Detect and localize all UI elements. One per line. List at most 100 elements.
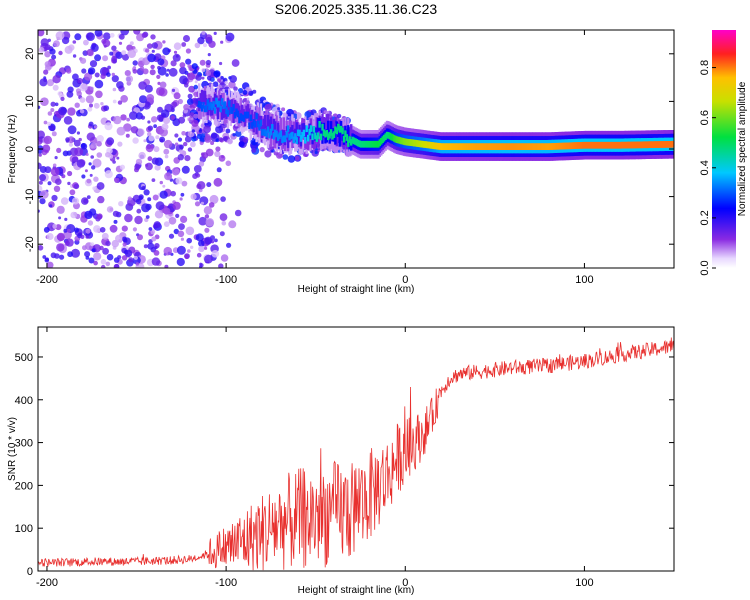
spectrogram-scatter-cell (198, 129, 203, 133)
spectrogram-ridge-cell (411, 139, 414, 147)
spectrogram-noise-cell (124, 70, 131, 77)
spectrogram-noise-cell (57, 233, 65, 242)
spectrogram-ridge-cell (231, 99, 234, 113)
spectrogram-ridge-cell (272, 118, 275, 132)
spectrogram-noise-cell (159, 136, 166, 143)
spectrogram-ridge-cell (639, 141, 642, 149)
spectrogram-ridge-cell (312, 125, 316, 133)
spectrogram-noise-cell (141, 185, 146, 191)
spectrogram-ridge-cell (288, 133, 291, 141)
spectrogram-ridge-cell (317, 118, 320, 132)
spectrogram-noise-cell (116, 156, 120, 160)
spectrogram-ridge-cell (286, 134, 290, 148)
spectrogram-y-label: Frequency (Hz) (7, 115, 18, 184)
spectrogram-ridge-cell (395, 136, 399, 143)
spectrogram-ridge-cell (583, 141, 586, 149)
spectrogram-noise-cell (132, 68, 138, 74)
spectrogram-noise-cell (71, 248, 80, 258)
spectrogram-ridge-cell (199, 101, 202, 109)
spectrogram-noise-cell (175, 54, 179, 58)
spectrogram-ridge-cell (246, 104, 250, 118)
spectrogram-x-label: Height of straight line (km) (298, 284, 415, 295)
spectrogram-ridge-cell (245, 111, 248, 119)
spectrogram-noise-cell (80, 143, 86, 149)
spectrogram-noise-cell (220, 40, 224, 44)
spectrogram-ridge-cell (638, 141, 641, 149)
spectrogram-noise-cell (196, 252, 202, 258)
spectrogram-ridge-cell (493, 143, 496, 150)
spectrogram-scatter-cell (199, 135, 206, 142)
spectrogram-ridge-cell (656, 141, 660, 148)
spectrogram-ridge-cell (243, 111, 247, 119)
spectrogram-ridge-cell (476, 143, 479, 150)
spectrogram-noise-cell (199, 59, 206, 66)
spectrogram-ridge-cell (253, 111, 257, 125)
spectrogram-noise-cell (207, 53, 211, 57)
spectrogram-scatter-cell (215, 125, 224, 134)
spectrogram-ridge-cell (421, 140, 424, 148)
spectrogram-noise-cell (174, 133, 179, 138)
snr-background (38, 327, 674, 571)
spectrogram-ridge-cell (381, 136, 384, 143)
spectrogram-ridge-cell (458, 143, 462, 150)
spectrogram-noise-cell (170, 190, 176, 197)
spectrogram-noise-cell (194, 80, 198, 84)
spectrogram-ridge-cell (470, 143, 473, 150)
spectrogram-ridge-cell (602, 141, 605, 149)
spectrogram-noise-cell (44, 258, 50, 263)
spectrogram-noise-cell (52, 163, 57, 168)
spectrogram-noise-cell (186, 237, 192, 244)
spectrogram-ridge-cell (658, 141, 661, 148)
spectrogram-scatter-cell (213, 70, 221, 78)
spectrogram-noise-cell (85, 153, 89, 156)
spectrogram-noise-cell (190, 245, 194, 249)
spectrogram-ridge-cell (327, 120, 330, 134)
spectrogram-noise-cell (180, 215, 188, 223)
spectrogram-ridge-cell (447, 143, 450, 150)
spectrogram-noise-cell (140, 115, 146, 120)
spectrogram-scatter-cell (224, 80, 228, 85)
spectrogram-noise-cell (67, 125, 77, 135)
spectrogram-noise-cell (147, 156, 153, 162)
spectrogram-noise-cell (109, 224, 118, 233)
spectrogram-ridge-cell (327, 133, 330, 141)
spectrogram-ridge-cell (299, 135, 303, 142)
spectrogram-ridge-cell (643, 141, 647, 149)
spectrogram-noise-cell (141, 203, 151, 213)
spectrogram-ridge-cell (378, 139, 381, 147)
spectrogram-ridge-cell (417, 140, 420, 147)
spectrogram-noise-cell (184, 155, 191, 162)
spectrogram-noise-cell (116, 126, 126, 136)
spectrogram-ridge-cell (222, 104, 225, 119)
spectrogram-ridge-cell (226, 98, 230, 112)
spectrogram-noise-cell (99, 245, 104, 251)
spectrogram-ridge-cell (553, 143, 556, 150)
spectrogram-scatter-cell (259, 147, 265, 153)
spectrogram-ridge-cell (282, 135, 285, 143)
spectrogram-noise-cell (211, 250, 220, 258)
spectrogram-ridge-cell (407, 139, 410, 146)
spectrogram-y-tick-label: -10 (24, 189, 36, 205)
spectrogram-noise-cell (208, 202, 215, 208)
spectrogram-noise-cell (190, 193, 197, 200)
spectrogram-noise-cell (157, 66, 167, 76)
spectrogram-ridge-cell (520, 143, 523, 150)
snr-x-tick-label: -100 (215, 577, 237, 589)
spectrogram-noise-cell (225, 160, 232, 167)
spectrogram-ridge-cell (331, 132, 334, 140)
spectrogram-scatter-cell (186, 98, 194, 106)
spectrogram-ridge-cell (322, 129, 326, 137)
spectrogram-ridge-cell (410, 139, 413, 146)
spectrogram-ridge-cell (342, 135, 346, 143)
spectrogram-ridge-cell (305, 127, 308, 141)
spectrogram-noise-cell (50, 108, 55, 112)
spectrogram-noise-cell (156, 87, 165, 96)
spectrogram-ridge-cell (513, 143, 516, 150)
figure-title: S206.2025.335.11.36.C23 (275, 1, 438, 17)
spectrogram-noise-cell (168, 217, 177, 225)
spectrogram-scatter-cell (193, 84, 199, 90)
spectrogram-noise-cell (118, 201, 124, 207)
spectrogram-ridge-cell (522, 143, 525, 150)
spectrogram-noise-cell (162, 116, 171, 125)
spectrogram-noise-cell (67, 170, 73, 177)
